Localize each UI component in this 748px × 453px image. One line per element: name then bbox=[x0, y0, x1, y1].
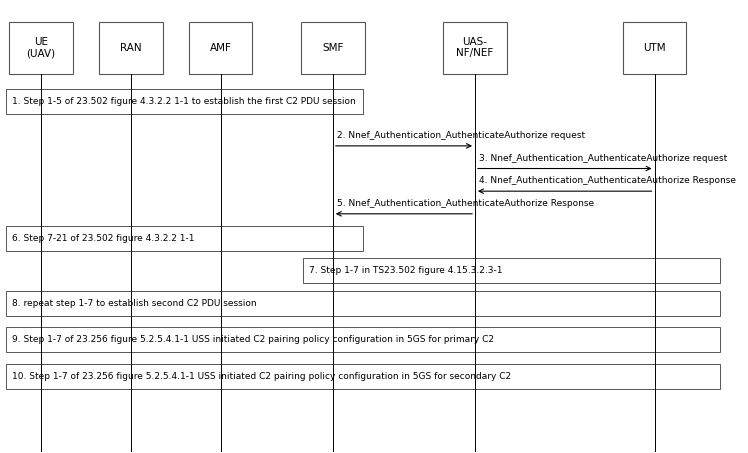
Text: AMF: AMF bbox=[209, 43, 232, 53]
Bar bbox=[6, 226, 363, 251]
Text: 6. Step 7-21 of 23.502 figure 4.3.2.2 1-1: 6. Step 7-21 of 23.502 figure 4.3.2.2 1-… bbox=[12, 234, 194, 243]
Text: UAS-
NF/NEF: UAS- NF/NEF bbox=[456, 37, 494, 58]
Text: 10. Step 1-7 of 23.256 figure 5.2.5.4.1-1 USS initiated C2 pairing policy config: 10. Step 1-7 of 23.256 figure 5.2.5.4.1-… bbox=[12, 372, 511, 381]
Bar bbox=[188, 22, 253, 73]
Text: 1. Step 1-5 of 23.502 figure 4.3.2.2 1-1 to establish the first C2 PDU session: 1. Step 1-5 of 23.502 figure 4.3.2.2 1-1… bbox=[12, 97, 356, 106]
Bar bbox=[622, 22, 686, 73]
Text: 7. Step 1-7 in TS23.502 figure 4.15.3.2.3-1: 7. Step 1-7 in TS23.502 figure 4.15.3.2.… bbox=[309, 266, 503, 275]
Text: 9. Step 1-7 of 23.256 figure 5.2.5.4.1-1 USS initiated C2 pairing policy configu: 9. Step 1-7 of 23.256 figure 5.2.5.4.1-1… bbox=[12, 335, 494, 344]
Text: 4. Nnef_Authentication_AuthenticateAuthorize Response: 4. Nnef_Authentication_AuthenticateAutho… bbox=[479, 176, 736, 185]
Text: 5. Nnef_Authentication_AuthenticateAuthorize Response: 5. Nnef_Authentication_AuthenticateAutho… bbox=[337, 199, 594, 208]
Text: 3. Nnef_Authentication_AuthenticateAuthorize request: 3. Nnef_Authentication_AuthenticateAutho… bbox=[479, 154, 727, 163]
Bar bbox=[6, 89, 363, 114]
Bar bbox=[6, 291, 720, 316]
Text: 2. Nnef_Authentication_AuthenticateAuthorize request: 2. Nnef_Authentication_AuthenticateAutho… bbox=[337, 131, 585, 140]
Bar bbox=[301, 22, 364, 73]
Text: SMF: SMF bbox=[322, 43, 343, 53]
Text: UTM: UTM bbox=[643, 43, 666, 53]
Bar bbox=[443, 22, 507, 73]
Bar bbox=[6, 364, 720, 389]
Bar bbox=[9, 22, 73, 73]
Text: RAN: RAN bbox=[120, 43, 141, 53]
Bar bbox=[303, 258, 720, 283]
Text: UE
(UAV): UE (UAV) bbox=[27, 37, 55, 58]
Text: 8. repeat step 1-7 to establish second C2 PDU session: 8. repeat step 1-7 to establish second C… bbox=[12, 299, 257, 308]
Bar bbox=[6, 327, 720, 352]
Bar bbox=[99, 22, 162, 73]
